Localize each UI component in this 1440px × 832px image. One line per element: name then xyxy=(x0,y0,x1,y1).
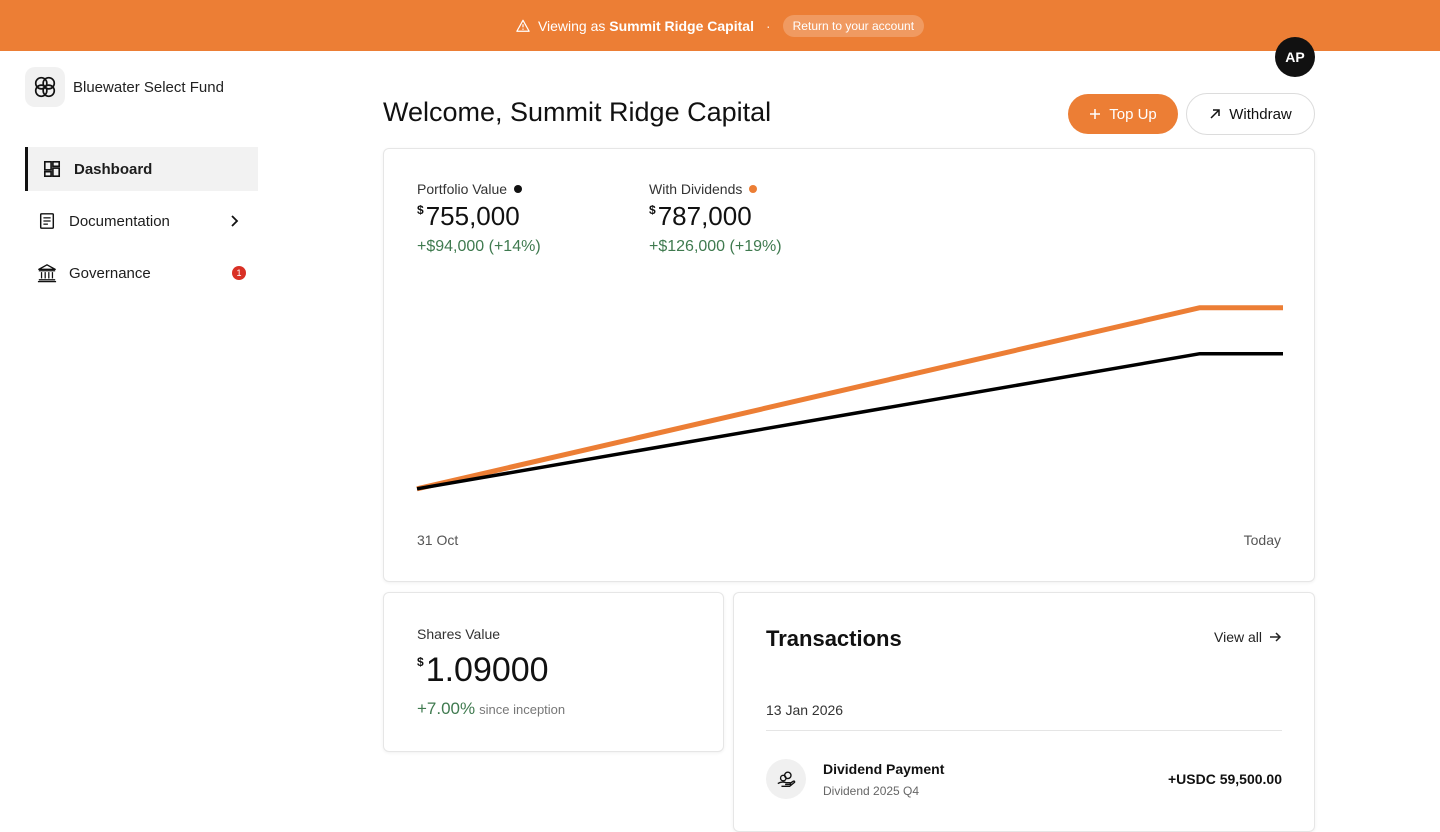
warning-icon xyxy=(516,19,530,32)
shares-value-label: Shares Value xyxy=(417,626,501,642)
transaction-subtitle: Dividend 2025 Q4 xyxy=(823,784,920,798)
top-up-button[interactable]: Top Up xyxy=(1068,94,1178,134)
sidebar-item-label: Documentation xyxy=(69,212,170,230)
divider xyxy=(766,730,1282,731)
withdraw-label: Withdraw xyxy=(1229,105,1292,123)
bank-icon xyxy=(37,263,57,283)
sidebar-nav: Dashboard Documentation xyxy=(25,147,258,303)
transaction-row[interactable]: Dividend Payment Dividend 2025 Q4 +USDC … xyxy=(766,758,1282,800)
portfolio-value-stat: Portfolio Value $ 755,000 +$94,000 (+14%… xyxy=(417,181,541,256)
arrow-right-icon xyxy=(1268,630,1282,644)
portfolio-value-label: Portfolio Value xyxy=(417,181,541,197)
sidebar-item-documentation[interactable]: Documentation xyxy=(25,199,258,243)
dividends-value-change: +$126,000 (+19%) xyxy=(649,238,782,255)
series-line-portfolio xyxy=(416,351,1283,491)
brand-name: Bluewater Select Fund xyxy=(73,78,224,96)
interlinked-rings-icon xyxy=(25,67,65,107)
transaction-name: Dividend Payment xyxy=(823,761,945,777)
arrow-up-right-icon xyxy=(1209,108,1221,120)
shares-value: $ 1.09000 xyxy=(417,651,549,689)
shares-value-change: +7.00% since inception xyxy=(417,699,566,718)
document-icon xyxy=(37,211,57,231)
coins-hand-icon xyxy=(766,759,806,799)
avatar[interactable]: AP xyxy=(1275,37,1315,77)
x-tick-label-start: 31 Oct xyxy=(417,532,459,548)
sidebar-item-dashboard[interactable]: Dashboard xyxy=(25,147,258,191)
legend-dot-dividends xyxy=(749,185,758,193)
portfolio-value-change: +$94,000 (+14%) xyxy=(417,238,541,255)
legend-dot-portfolio xyxy=(514,185,523,193)
portfolio-card: Portfolio Value $ 755,000 +$94,000 (+14%… xyxy=(383,148,1315,582)
impersonation-banner: Viewing as Summit Ridge Capital · Return… xyxy=(0,0,1440,51)
shares-value-card: Shares Value $ 1.09000 +7.00% since incep… xyxy=(383,592,724,752)
dividends-value-label: With Dividends xyxy=(649,181,782,197)
transaction-date-group: 13 Jan 2026 xyxy=(766,702,844,718)
portfolio-line-chart[interactable] xyxy=(384,149,1316,583)
dividends-value-stat: With Dividends $ 787,000 +$126,000 (+19%… xyxy=(649,181,782,256)
transactions-title: Transactions xyxy=(766,626,902,651)
transaction-amount: +USDC 59,500.00 xyxy=(1167,771,1282,787)
portfolio-value: $ 755,000 xyxy=(417,201,520,231)
return-to-account-button[interactable]: Return to your account xyxy=(782,14,925,37)
x-tick-label-end: Today xyxy=(1243,532,1281,548)
banner-separator: · xyxy=(765,17,771,34)
transactions-card: Transactions View all 13 Jan 2026 Divide… xyxy=(733,592,1315,832)
sidebar-item-governance[interactable]: Governance 1 xyxy=(25,251,258,295)
withdraw-button[interactable]: Withdraw xyxy=(1186,93,1315,135)
plus-icon xyxy=(1089,108,1101,120)
banner-text: Viewing as Summit Ridge Capital xyxy=(537,17,754,34)
sidebar-item-label: Dashboard xyxy=(74,160,153,178)
top-up-label: Top Up xyxy=(1109,105,1157,123)
chevron-right-icon xyxy=(226,213,242,233)
dividends-value: $ 787,000 xyxy=(649,201,752,231)
series-line-dividends xyxy=(416,305,1283,492)
view-all-link[interactable]: View all xyxy=(1214,629,1282,645)
brand[interactable]: Bluewater Select Fund xyxy=(25,67,224,107)
dashboard-icon xyxy=(42,159,62,179)
sidebar-item-label: Governance xyxy=(69,264,151,282)
page-title: Welcome, Summit Ridge Capital xyxy=(383,97,772,127)
notification-badge: 1 xyxy=(232,266,246,280)
